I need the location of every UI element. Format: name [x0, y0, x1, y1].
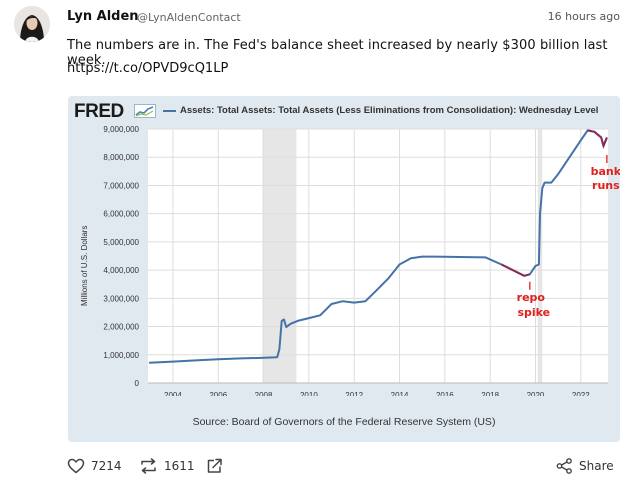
heart-icon — [67, 458, 85, 474]
fred-logo-chart-icon — [134, 104, 156, 118]
x-tick-label: 2006 — [209, 391, 227, 396]
author-name[interactable]: Lyn Alden — [67, 9, 139, 24]
series-line — [149, 129, 608, 364]
bank-annotation-line2: runs — [592, 179, 620, 192]
action-bar: 7214 1611 Share — [0, 458, 629, 480]
x-tick-label: 2016 — [436, 391, 454, 396]
author-handle[interactable]: @LynAldenContact — [137, 11, 241, 24]
y-tick-label: 9,000,000 — [103, 125, 139, 134]
tweet-time[interactable]: 16 hours ago — [547, 10, 620, 23]
repo-annotation-line1: repo — [517, 291, 546, 304]
repo-highlight-segment — [501, 263, 531, 277]
x-tick-label: 2018 — [481, 391, 499, 396]
fred-logo: FRED — [74, 101, 124, 122]
chart-source: Source: Board of Governors of the Federa… — [192, 416, 496, 428]
like-button[interactable]: 7214 — [67, 458, 122, 474]
y-tick-label: 6,000,000 — [103, 210, 139, 219]
y-axis-title: Millions of U.S. Dollars — [80, 225, 89, 306]
tweet-text: The numbers are in. The Fed's balance sh… — [67, 38, 608, 68]
share-button[interactable]: Share — [556, 458, 614, 474]
bank-highlight-segment — [587, 129, 608, 150]
y-tick-label: 4,000,000 — [103, 266, 139, 275]
repo-annotation-line2: spike — [517, 306, 550, 319]
x-tick-label: 2004 — [164, 391, 182, 396]
share-icon — [556, 458, 572, 474]
legend-swatch — [163, 110, 176, 112]
retweet-count: 1611 — [164, 459, 195, 473]
retweet-button[interactable]: 1611 — [139, 458, 195, 474]
x-tick-label: 2012 — [345, 391, 363, 396]
x-tick-label: 2010 — [300, 391, 318, 396]
y-tick-label: 3,000,000 — [103, 294, 139, 303]
x-tick-label: 2008 — [255, 391, 273, 396]
chart-svg: 0 1,000,000 2,000,000 3,000,000 4,000,000 5,0… — [103, 125, 620, 396]
avatar[interactable] — [14, 6, 50, 42]
external-link-icon — [207, 458, 222, 473]
y-tick-label: 1,000,000 — [103, 351, 139, 360]
chart-card[interactable]: FRED Assets: Total Assets: Total Assets … — [68, 96, 620, 442]
y-tick-label: 7,000,000 — [103, 181, 139, 190]
tweet-link[interactable]: https://t.co/OPVD9cQ1LP — [67, 61, 229, 76]
x-tick-label: 2014 — [391, 391, 409, 396]
y-tick-label: 5,000,000 — [103, 238, 139, 247]
plot-area — [148, 129, 608, 383]
like-count: 7214 — [91, 459, 122, 473]
x-tick-label: 2022 — [572, 391, 590, 396]
y-tick-label: 2,000,000 — [103, 323, 139, 332]
open-link-button[interactable] — [206, 458, 223, 474]
y-tick-label: 8,000,000 — [103, 153, 139, 162]
share-label: Share — [579, 459, 614, 473]
y-tick-label: 0 — [135, 379, 140, 388]
bank-annotation-line1: bank — [591, 165, 620, 178]
legend-series-label: Assets: Total Assets: Total Assets (Less… — [180, 105, 599, 116]
x-tick-label: 2020 — [527, 391, 545, 396]
retweet-icon — [141, 458, 156, 474]
avatar-portrait — [14, 6, 50, 42]
